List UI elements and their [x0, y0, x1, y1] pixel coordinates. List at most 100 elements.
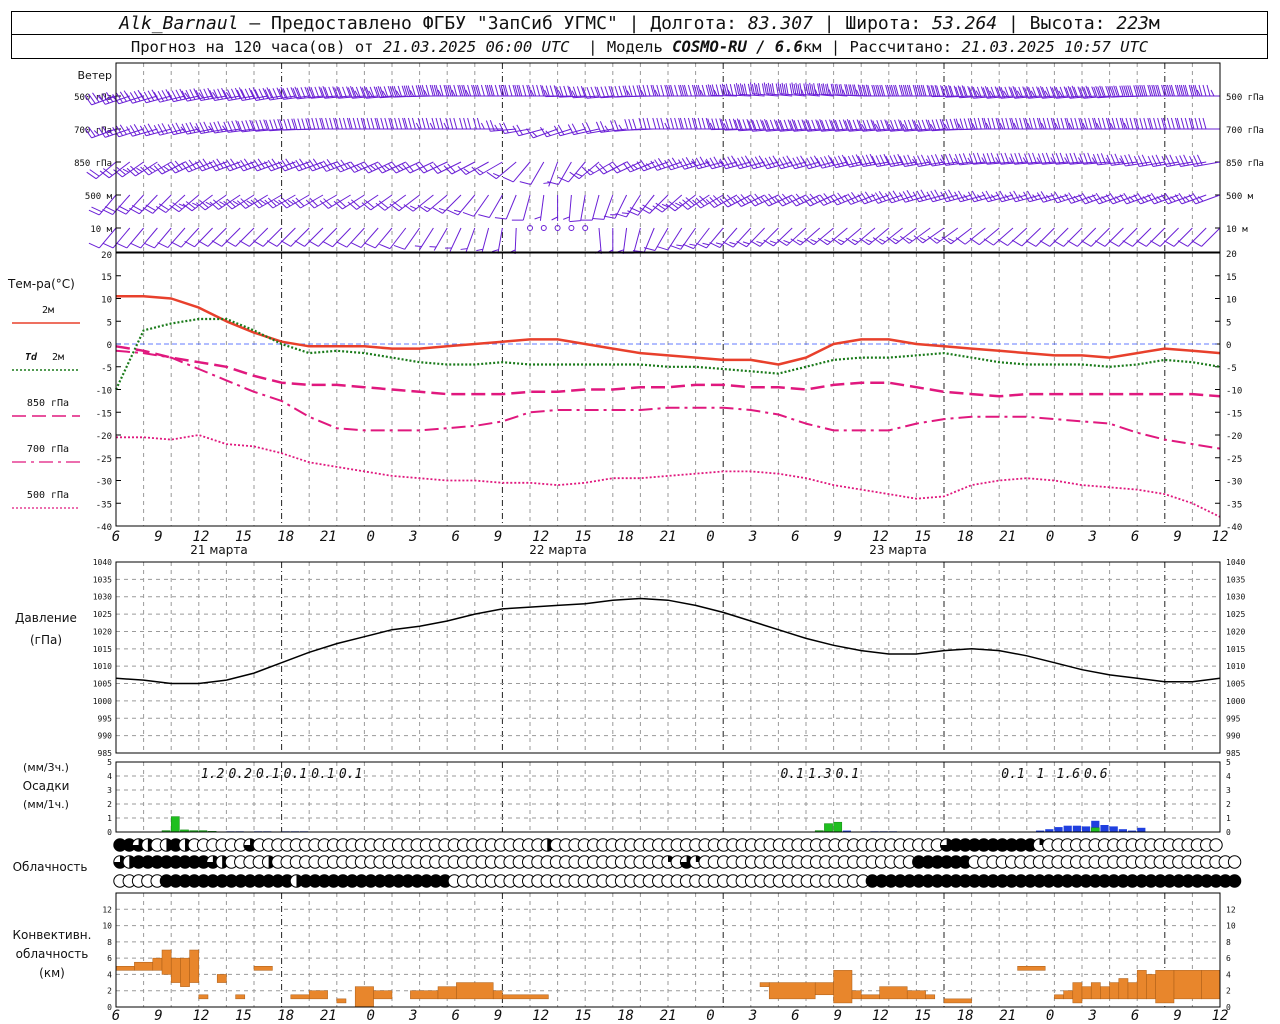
- barb-feather: [940, 85, 945, 97]
- barb-feather: [480, 122, 485, 130]
- barb-shaft: [1071, 194, 1096, 204]
- barb-feather: [1027, 122, 1032, 130]
- barb-feather: [323, 198, 333, 207]
- barb-feather: [239, 240, 250, 247]
- wind-barb: [581, 161, 614, 176]
- barb-feather: [813, 83, 817, 95]
- barb-feather: [1196, 154, 1203, 166]
- barb-feather: [278, 88, 284, 100]
- barb-feather: [856, 119, 862, 131]
- barb-feather: [250, 199, 260, 209]
- barb-feather: [395, 90, 401, 97]
- conv-cloud-bar: [1155, 970, 1175, 1004]
- barb-feather: [155, 206, 167, 213]
- barb-feather: [476, 117, 481, 130]
- barb-feather: [1084, 117, 1089, 130]
- barb-feather: [865, 154, 872, 166]
- barb-feather: [1054, 191, 1062, 202]
- barb-feather: [927, 235, 938, 244]
- barb-feather: [1040, 191, 1048, 202]
- wind-barb: [389, 194, 420, 212]
- barb-feather: [1044, 90, 1049, 97]
- barb-feather: [845, 237, 856, 246]
- wind-barb: [829, 192, 862, 206]
- barb-shaft: [132, 95, 158, 104]
- barb-feather: [927, 119, 933, 131]
- barb-feather: [1147, 194, 1155, 205]
- barb-feather: [180, 126, 186, 133]
- y-tick-label: 1010: [1226, 662, 1245, 671]
- barb-feather: [995, 117, 1000, 130]
- wind-barb: [208, 158, 241, 172]
- hour-label: 6: [791, 1008, 799, 1024]
- wind-barb: [982, 86, 1014, 99]
- barb-shaft: [1140, 194, 1165, 205]
- cloud-symbol: [939, 838, 954, 852]
- conv-cloud-bar: [906, 990, 926, 1000]
- barb-feather: [1109, 85, 1114, 97]
- barb-shaft: [514, 227, 517, 254]
- barb-feather: [1065, 87, 1071, 99]
- barb-feather: [407, 117, 412, 130]
- wind-barb: [305, 194, 338, 209]
- barb-feather: [982, 153, 988, 165]
- barb-feather: [443, 84, 448, 97]
- barb-shaft: [1098, 194, 1124, 205]
- barb-feather: [226, 198, 236, 208]
- barb-feather: [370, 117, 375, 130]
- wind-barb: [967, 190, 1000, 203]
- barb-feather: [885, 155, 892, 167]
- barb-shaft: [700, 194, 724, 209]
- barb-feather: [1000, 87, 1006, 99]
- wind-barb: [540, 225, 547, 231]
- wind-barb: [817, 227, 848, 246]
- barb-shaft: [891, 194, 917, 204]
- barb-feather: [841, 154, 848, 166]
- barb-feather: [829, 195, 838, 206]
- barb-feather: [540, 84, 545, 97]
- barb-feather: [1081, 192, 1090, 203]
- barb-feather: [486, 84, 491, 97]
- barb-shaft: [793, 93, 820, 97]
- wind-barb: [402, 161, 434, 174]
- barb-feather: [833, 119, 838, 131]
- provider-text: Предоставлено ФГБУ "ЗапСиб УГМС": [271, 12, 618, 34]
- barb-shaft: [978, 227, 1000, 246]
- barb-feather: [336, 86, 342, 98]
- barb-feather: [908, 84, 913, 97]
- wind-barb: [665, 194, 696, 212]
- barb-feather: [480, 84, 485, 97]
- barb-feather: [211, 240, 223, 247]
- barb-feather: [1032, 152, 1037, 164]
- barb-feather: [638, 84, 643, 97]
- barb-feather: [157, 163, 166, 173]
- barb-feather: [821, 83, 825, 96]
- barb-feather: [281, 197, 291, 207]
- wind-level-label: 700 гПа: [74, 126, 112, 136]
- barb-feather: [880, 119, 886, 131]
- barb-feather: [208, 161, 217, 172]
- barb-feather: [383, 86, 389, 98]
- barb-feather: [916, 190, 924, 201]
- y-tick-label: 2: [107, 987, 112, 996]
- panel-frame: [115, 561, 1221, 754]
- barb-feather: [1051, 153, 1057, 165]
- barb-feather: [795, 82, 799, 95]
- barb-feather: [1003, 90, 1008, 97]
- barb-feather: [359, 86, 365, 98]
- precip-bar-blue: [1072, 825, 1081, 832]
- barb-feather: [1155, 84, 1160, 97]
- barb-feather: [309, 197, 319, 207]
- barb-feather: [253, 159, 262, 170]
- conv-cloud-bar: [1118, 978, 1129, 1000]
- barb-feather: [654, 89, 659, 97]
- barb-feather: [765, 120, 771, 132]
- barb-feather: [817, 120, 822, 132]
- wind-barb: [569, 161, 600, 180]
- barb-feather: [949, 85, 955, 97]
- barb-feather: [361, 202, 372, 211]
- conv-cloud-bar: [814, 982, 834, 996]
- barb-feather: [545, 130, 551, 136]
- barb-feather: [1014, 153, 1020, 165]
